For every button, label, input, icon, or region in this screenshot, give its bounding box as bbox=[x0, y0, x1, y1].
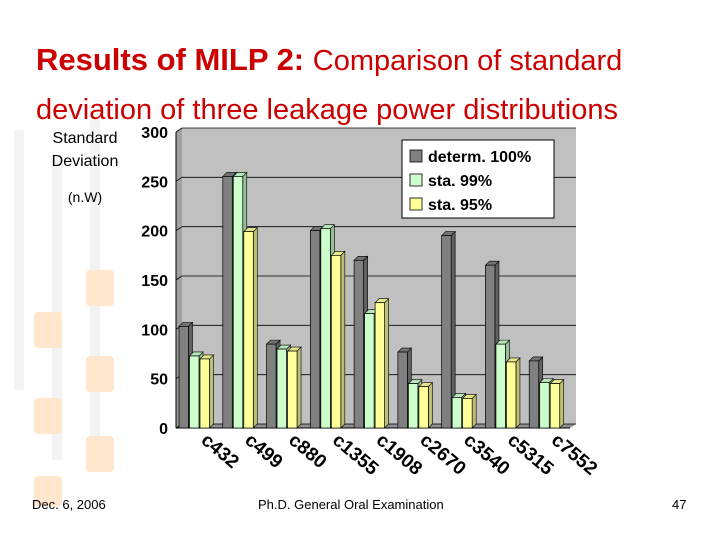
bar bbox=[539, 382, 550, 429]
legend-box bbox=[401, 139, 555, 219]
bar bbox=[320, 228, 331, 429]
bar bbox=[232, 176, 244, 429]
bar bbox=[408, 383, 419, 429]
gridline-diag bbox=[175, 127, 183, 133]
bar bbox=[364, 313, 375, 429]
x-tick-label: c1908 bbox=[372, 430, 426, 480]
bar-side bbox=[384, 297, 389, 429]
bar bbox=[287, 350, 298, 429]
gridline-diag bbox=[175, 177, 183, 182]
bar bbox=[549, 383, 561, 429]
gridline-diag bbox=[175, 226, 183, 231]
background-decoration bbox=[0, 0, 135, 540]
bar bbox=[485, 264, 496, 429]
y-tick-label: 300 bbox=[141, 125, 168, 142]
y-tick-label: 150 bbox=[141, 273, 168, 290]
x-tick-label: c3540 bbox=[459, 430, 513, 480]
bar-side bbox=[559, 378, 565, 429]
bar bbox=[309, 230, 321, 429]
legend-swatch bbox=[409, 149, 423, 163]
x-tick-label: c499 bbox=[241, 430, 287, 473]
gridline-diag bbox=[175, 275, 183, 281]
bar bbox=[462, 398, 473, 429]
y-axis-label-line2: Deviation bbox=[51, 153, 119, 170]
bar-side bbox=[296, 346, 302, 429]
bar bbox=[397, 351, 408, 429]
page-number: 47 bbox=[672, 497, 687, 512]
y-axis-label-unit: (n.W) bbox=[67, 189, 103, 205]
bar bbox=[266, 343, 277, 429]
bar bbox=[222, 176, 233, 429]
x-tick-label: c432 bbox=[197, 430, 243, 473]
title-rest: Comparison of standard deviation of thre… bbox=[36, 45, 623, 126]
bar bbox=[276, 348, 287, 429]
bar bbox=[330, 254, 342, 429]
y-tick-label: 0 bbox=[159, 421, 168, 438]
bar bbox=[199, 358, 210, 429]
x-tick-label: c880 bbox=[284, 430, 330, 473]
bar bbox=[178, 326, 189, 429]
footer-date: Dec. 6, 2006 bbox=[32, 497, 106, 512]
bar bbox=[353, 259, 364, 429]
legend-label: determ. 100% bbox=[428, 149, 531, 166]
bar-side bbox=[252, 226, 258, 429]
x-tick-label: c2670 bbox=[416, 430, 470, 480]
x-tick-label: c7552 bbox=[547, 430, 601, 480]
bar-side bbox=[515, 357, 521, 429]
bar bbox=[243, 231, 254, 429]
bar bbox=[441, 235, 452, 429]
y-axis-label-line1: Standard bbox=[52, 130, 118, 147]
bar-side bbox=[428, 381, 433, 429]
bar bbox=[189, 355, 200, 429]
y-tick-label: 50 bbox=[150, 372, 168, 389]
bar bbox=[451, 397, 463, 429]
legend-label: sta. 99% bbox=[428, 173, 492, 190]
bar bbox=[495, 343, 506, 429]
slide-title: Results of MILP 2: Comparison of standar… bbox=[36, 38, 696, 137]
bar bbox=[528, 360, 540, 429]
x-tick-label: c1355 bbox=[328, 430, 382, 480]
bar-side bbox=[209, 354, 214, 429]
y-tick-label: 100 bbox=[141, 322, 168, 339]
footer-title: Ph.D. General Oral Examination bbox=[258, 497, 444, 512]
title-bold: Results of MILP 2: bbox=[36, 42, 313, 77]
bar bbox=[418, 386, 429, 429]
bar-side bbox=[471, 393, 477, 429]
legend-swatch bbox=[409, 197, 423, 211]
bar bbox=[506, 361, 517, 429]
legend-label: sta. 95% bbox=[428, 197, 492, 214]
legend-swatch bbox=[409, 173, 423, 187]
y-tick-label: 250 bbox=[141, 174, 168, 191]
bar bbox=[374, 302, 385, 429]
x-tick-label: c5315 bbox=[503, 430, 557, 480]
bar-side bbox=[340, 250, 346, 429]
y-tick-label: 200 bbox=[141, 224, 168, 241]
